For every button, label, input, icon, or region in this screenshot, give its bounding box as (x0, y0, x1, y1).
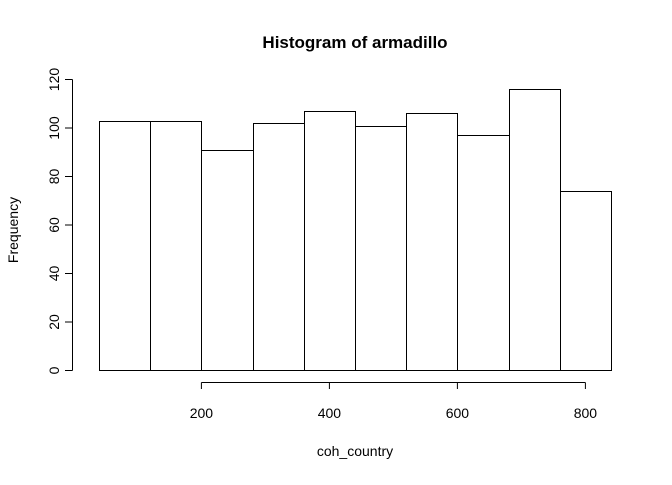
histogram-bar (509, 89, 561, 371)
histogram-bar (560, 191, 612, 371)
histogram-bar (355, 126, 407, 371)
x-tick-label: 400 (318, 405, 342, 421)
y-tick-label: 60 (46, 217, 62, 233)
x-tick-label: 800 (574, 405, 598, 421)
y-tick-label: 100 (46, 116, 62, 140)
y-axis: 0 20 40 60 80 100 120 (46, 68, 73, 374)
histogram-bar (304, 111, 356, 371)
x-axis-label: coh_country (317, 443, 393, 459)
histogram-bar (253, 123, 305, 371)
y-tick-label: 120 (46, 68, 62, 92)
histogram-bar (406, 113, 458, 371)
histogram-bar (150, 121, 202, 371)
y-tick-label: 40 (46, 266, 62, 282)
x-tick-label: 600 (446, 405, 470, 421)
chart-title: Histogram of armadillo (262, 33, 447, 52)
histogram-bar (99, 121, 151, 371)
histogram-bar (457, 135, 510, 371)
y-tick-label: 20 (46, 314, 62, 330)
y-tick-label: 0 (46, 366, 62, 374)
y-axis-label: Frequency (5, 197, 21, 263)
histogram-bar (201, 150, 254, 371)
x-tick-label: 200 (190, 405, 214, 421)
y-tick-label: 80 (46, 169, 62, 185)
bars-group (99, 89, 612, 371)
x-axis: 200 400 600 800 (190, 382, 598, 421)
